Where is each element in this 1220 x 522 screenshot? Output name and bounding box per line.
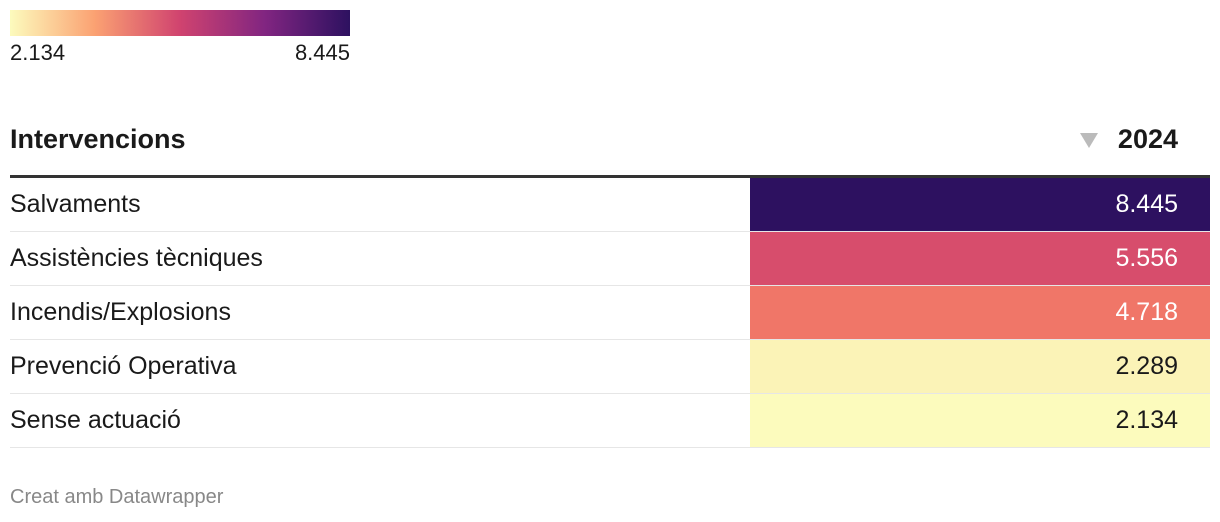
table-row: Prevenció Operativa 2.289 [10, 340, 1210, 394]
column-header[interactable]: Intervencions [10, 124, 186, 154]
heat-cell: 8.445 [750, 178, 1210, 231]
cell-value: 4.718 [1115, 298, 1178, 326]
cell-value: 2.289 [1115, 352, 1178, 380]
table-row: Sense actuació 2.134 [10, 394, 1210, 448]
cell-value: 5.556 [1115, 244, 1178, 272]
heat-cell: 2.134 [750, 394, 1210, 447]
heat-cell: 4.718 [750, 286, 1210, 339]
cell-value: 2.134 [1115, 406, 1178, 434]
column-header[interactable]: 2024 [1117, 124, 1178, 154]
table-row: Assistències tècniques 5.556 [10, 232, 1210, 286]
cell-value: 8.445 [1115, 190, 1178, 218]
table-row: Salvaments 8.445 [10, 178, 1210, 232]
row-label: Salvaments [10, 190, 141, 218]
footer: Creat amb Datawrapper [10, 486, 224, 508]
header-rule [10, 175, 1210, 178]
sort-icon [1080, 133, 1098, 148]
color-legend [10, 10, 350, 36]
heat-cell: 2.289 [750, 340, 1210, 393]
table-row: Incendis/Explosions 4.718 [10, 286, 1210, 340]
row-label: Assistències tècniques [10, 244, 263, 272]
row-label: Sense actuació [10, 406, 181, 434]
legend-min: 2.134 [10, 40, 66, 65]
heat-cell: 5.556 [750, 232, 1210, 285]
legend-max: 8.445 [294, 40, 350, 65]
row-label: Prevenció Operativa [10, 352, 237, 380]
row-label: Incendis/Explosions [10, 298, 231, 326]
